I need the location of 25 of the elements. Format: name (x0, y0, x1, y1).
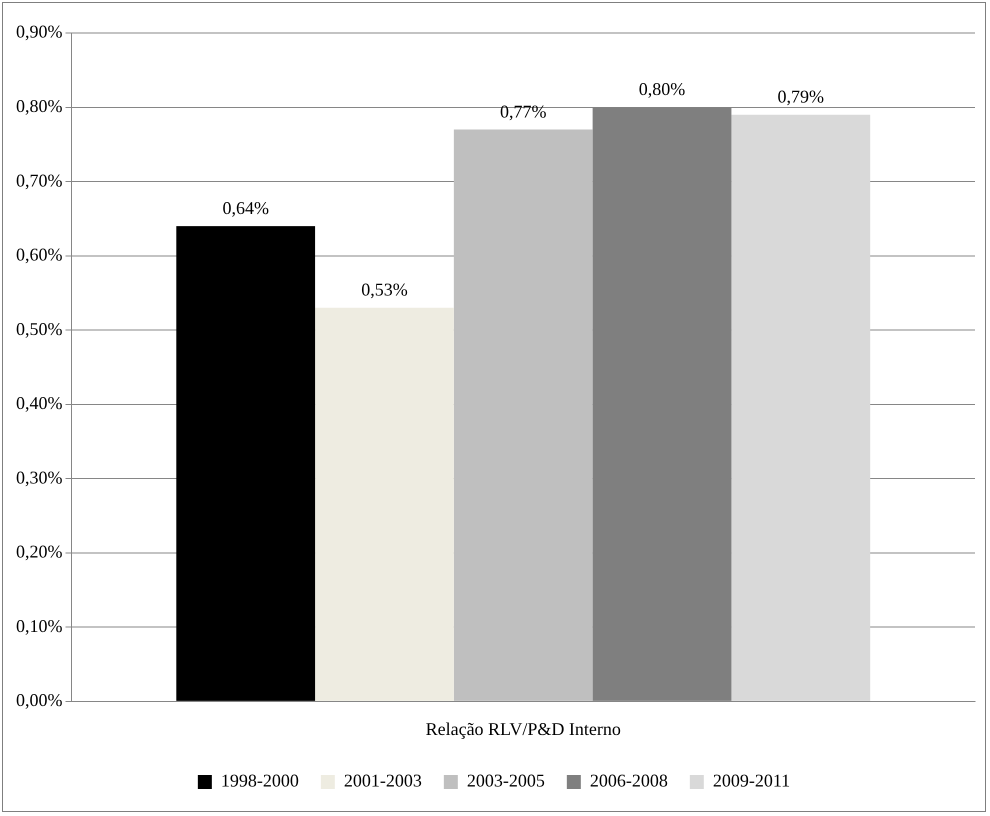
data-label: 0,79% (778, 86, 824, 106)
y-tick-label: 0,50% (16, 318, 62, 339)
bar (454, 130, 593, 701)
y-tick-label: 0,60% (16, 244, 62, 265)
legend-label: 2006-2008 (590, 770, 668, 791)
legend-label: 2003-2005 (466, 770, 545, 791)
bar (731, 114, 870, 701)
bar (315, 308, 454, 701)
y-tick-label: 0,20% (16, 542, 62, 562)
y-tick-label: 0,30% (16, 467, 62, 488)
x-tick-label: Relação RLV/P&D Interno (426, 718, 621, 739)
bar (176, 226, 316, 701)
data-label: 0,64% (222, 198, 269, 218)
y-tick-label: 0,40% (16, 393, 62, 414)
y-tick-label: 0,10% (16, 616, 62, 636)
y-tick-label: 0,90% (16, 22, 62, 42)
data-label: 0,80% (638, 79, 686, 99)
legend-label: 2009-2011 (712, 770, 790, 791)
data-label: 0,77% (500, 101, 546, 122)
legend-label: 1998-2000 (220, 770, 299, 791)
y-tick-label: 0,70% (16, 170, 62, 190)
data-label: 0,53% (361, 280, 408, 300)
y-tick-label: 0,80% (16, 96, 62, 116)
legend-label: 2001-2003 (344, 770, 422, 791)
y-tick-label: 0,00% (16, 690, 62, 710)
